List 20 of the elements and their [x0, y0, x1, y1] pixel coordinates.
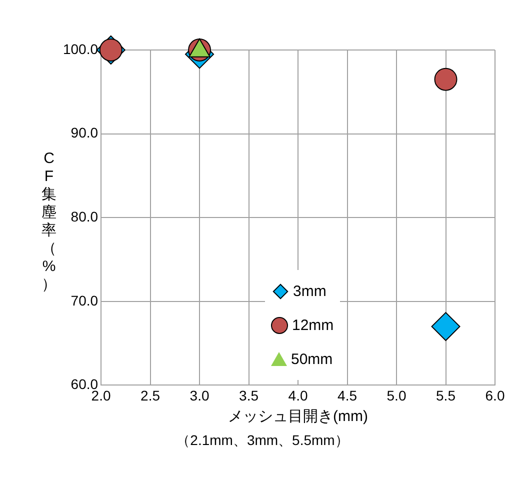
text: （2.1mm、3mm、5.5mm）	[175, 432, 350, 450]
legend-label: 12mm	[292, 316, 334, 334]
legend-label: 50mm	[291, 350, 333, 368]
x-tick-label: 5.0	[386, 387, 406, 404]
y-tick-label: 80.0	[70, 208, 98, 224]
x-tick-label: 5.5	[436, 387, 456, 404]
x-tick-label: 3.0	[190, 387, 210, 404]
legend-label: 3mm	[293, 282, 326, 300]
x-tick-label: 3.5	[239, 387, 259, 404]
x-tick-label: 6.0	[485, 387, 505, 404]
x-tick-label: 2.5	[140, 387, 160, 404]
y-tick-label: 90.0	[70, 124, 98, 141]
y-tick-label: 100.0	[62, 40, 98, 57]
y-axis-title: CF集塵率（%）	[40, 150, 58, 294]
point	[431, 312, 460, 342]
y-tick-label: 70.0	[70, 292, 98, 308]
x-tick-label: 4.5	[338, 387, 358, 404]
x-tick-label: 4.0	[288, 387, 308, 404]
x-axis-title: メッシュ目開き(mm)	[228, 408, 368, 426]
point	[434, 68, 458, 91]
